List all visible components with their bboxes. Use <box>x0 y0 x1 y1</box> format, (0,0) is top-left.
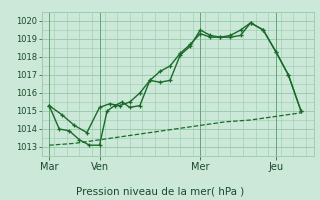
Text: Pression niveau de la mer( hPa ): Pression niveau de la mer( hPa ) <box>76 186 244 196</box>
